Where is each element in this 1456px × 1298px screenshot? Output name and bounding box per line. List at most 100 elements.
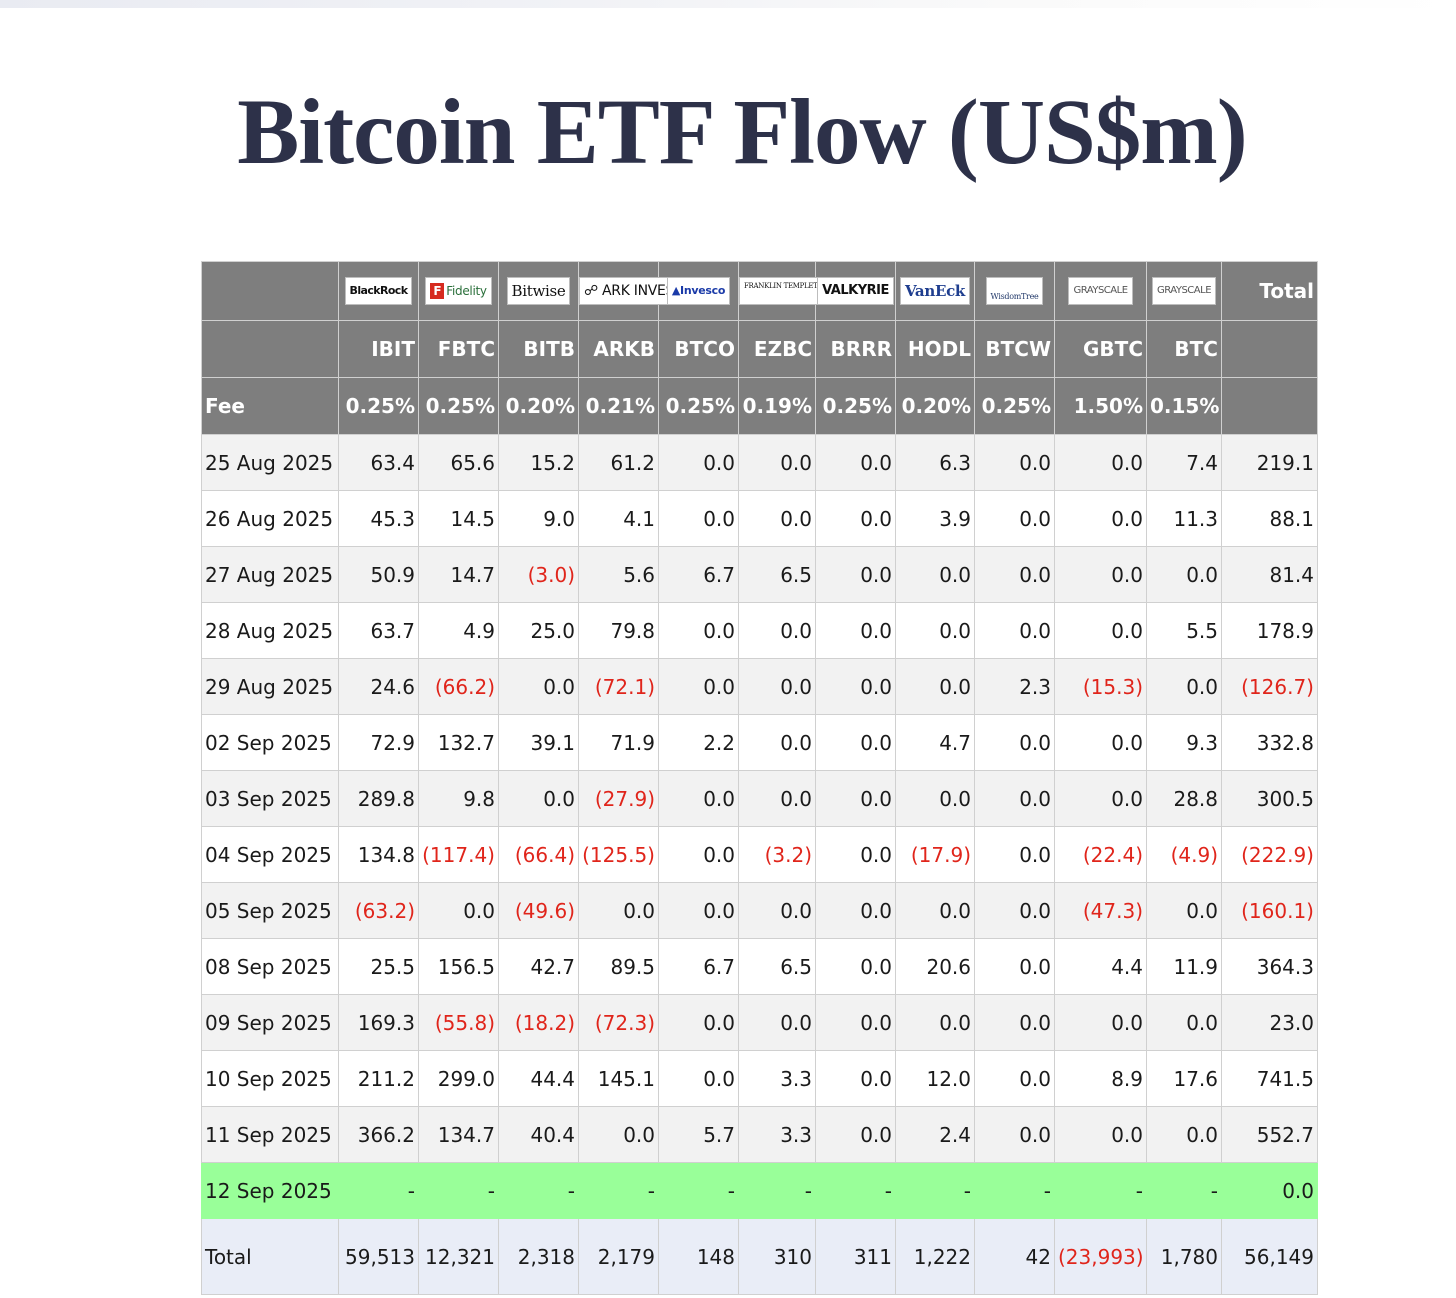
flow-cell: - — [1146, 1162, 1222, 1219]
fee-gbtc: 1.50% — [1054, 377, 1147, 435]
flow-cell: 0.0 — [895, 882, 975, 939]
table-row: 09 Sep 2025 169.3 (55.8) (18.2) (72.3) 0… — [201, 994, 1318, 1051]
flow-cell: 40.4 — [498, 1106, 579, 1163]
flow-cell: 0.0 — [974, 770, 1055, 827]
fee-ibit: 0.25% — [338, 377, 419, 435]
flow-cell: 0.0 — [1146, 882, 1222, 939]
flow-cell: 9.3 — [1146, 714, 1222, 771]
flow-cell: 0.0 — [658, 658, 739, 715]
table-row: 29 Aug 2025 24.6 (66.2) 0.0 (72.1) 0.0 0… — [201, 658, 1318, 715]
date-cell: 29 Aug 2025 — [201, 658, 339, 715]
date-cell: 02 Sep 2025 — [201, 714, 339, 771]
fee-hodl: 0.20% — [895, 377, 975, 435]
ticker-btc: BTC — [1146, 320, 1222, 378]
flow-cell: 1,222 — [895, 1218, 975, 1295]
flow-cell: 145.1 — [578, 1050, 659, 1107]
fee-ezbc: 0.19% — [738, 377, 816, 435]
flow-cell: 0.0 — [738, 714, 816, 771]
flow-cell: 3.3 — [738, 1106, 816, 1163]
flow-cell: 0.0 — [815, 490, 896, 547]
fidelity-logo: F Fidelity — [425, 277, 492, 305]
table-row: 28 Aug 2025 63.7 4.9 25.0 79.8 0.0 0.0 0… — [201, 602, 1318, 659]
fee-btco: 0.25% — [658, 377, 739, 435]
date-cell: 26 Aug 2025 — [201, 490, 339, 547]
flow-cell: 0.0 — [1054, 770, 1147, 827]
flow-cell: 211.2 — [338, 1050, 419, 1107]
flow-cell: 28.8 — [1146, 770, 1222, 827]
flow-cell: 0.0 — [974, 490, 1055, 547]
flow-cell: (23,993) — [1054, 1218, 1147, 1295]
row-total-cell: 88.1 — [1221, 490, 1318, 547]
flow-cell: (49.6) — [498, 882, 579, 939]
flow-cell: - — [974, 1162, 1055, 1219]
flow-cell: 0.0 — [738, 658, 816, 715]
flow-cell: 134.7 — [418, 1106, 499, 1163]
flow-cell: 50.9 — [338, 546, 419, 603]
flow-cell: 0.0 — [815, 714, 896, 771]
table-row: 26 Aug 2025 45.3 14.5 9.0 4.1 0.0 0.0 0.… — [201, 490, 1318, 547]
date-cell: 27 Aug 2025 — [201, 546, 339, 603]
header-corner — [201, 261, 339, 321]
grayscale-logo-btc: GRAYSCALE — [1151, 277, 1217, 305]
row-total-cell: 81.4 — [1221, 546, 1318, 603]
table-row: 05 Sep 2025 (63.2) 0.0 (49.6) 0.0 0.0 0.… — [201, 882, 1318, 939]
row-total-cell: 56,149 — [1221, 1218, 1318, 1295]
flow-cell: 0.0 — [895, 658, 975, 715]
flow-rows: 25 Aug 2025 63.4 65.6 15.2 61.2 0.0 0.0 … — [201, 434, 1318, 1295]
flow-cell: 0.0 — [738, 770, 816, 827]
flow-cell: 42.7 — [498, 938, 579, 995]
flow-cell: 59,513 — [338, 1218, 419, 1295]
flow-cell: (3.0) — [498, 546, 579, 603]
table-row: 27 Aug 2025 50.9 14.7 (3.0) 5.6 6.7 6.5 … — [201, 546, 1318, 603]
row-total-cell: 178.9 — [1221, 602, 1318, 659]
flow-cell: 45.3 — [338, 490, 419, 547]
flow-cell: 289.8 — [338, 770, 419, 827]
flow-cell: 0.0 — [974, 434, 1055, 491]
flow-cell: - — [418, 1162, 499, 1219]
flow-cell: - — [498, 1162, 579, 1219]
row-total-cell: 23.0 — [1221, 994, 1318, 1051]
flow-cell: 0.0 — [738, 490, 816, 547]
table-row: Total 59,513 12,321 2,318 2,179 148 310 … — [201, 1218, 1318, 1295]
flow-cell: 0.0 — [815, 602, 896, 659]
flow-cell: - — [1054, 1162, 1147, 1219]
fee-row: Fee 0.25% 0.25% 0.20% 0.21% 0.25% 0.19% … — [201, 377, 1318, 435]
table-row: 02 Sep 2025 72.9 132.7 39.1 71.9 2.2 0.0… — [201, 714, 1318, 771]
flow-cell: 2,179 — [578, 1218, 659, 1295]
flow-cell: 20.6 — [895, 938, 975, 995]
flow-cell: (63.2) — [338, 882, 419, 939]
flow-cell: 0.0 — [738, 602, 816, 659]
flow-cell: 0.0 — [815, 938, 896, 995]
flow-cell: 1,780 — [1146, 1218, 1222, 1295]
flow-cell: 0.0 — [815, 882, 896, 939]
table-row: 03 Sep 2025 289.8 9.8 0.0 (27.9) 0.0 0.0… — [201, 770, 1318, 827]
flow-cell: 0.0 — [658, 490, 739, 547]
flow-cell: 148 — [658, 1218, 739, 1295]
flow-cell: (4.9) — [1146, 826, 1222, 883]
flow-cell: 0.0 — [1054, 994, 1147, 1051]
date-cell: 05 Sep 2025 — [201, 882, 339, 939]
flow-cell: 42 — [974, 1218, 1055, 1295]
flow-cell: 72.9 — [338, 714, 419, 771]
flow-cell: 0.0 — [974, 826, 1055, 883]
flow-cell: 311 — [815, 1218, 896, 1295]
flow-cell: 11.9 — [1146, 938, 1222, 995]
flow-cell: 9.8 — [418, 770, 499, 827]
flow-cell: 8.9 — [1054, 1050, 1147, 1107]
flow-cell: (22.4) — [1054, 826, 1147, 883]
date-cell: 09 Sep 2025 — [201, 994, 339, 1051]
fee-btcw: 0.25% — [974, 377, 1055, 435]
row-total-cell: 552.7 — [1221, 1106, 1318, 1163]
flow-cell: 299.0 — [418, 1050, 499, 1107]
flow-cell: (66.2) — [418, 658, 499, 715]
flow-cell: (55.8) — [418, 994, 499, 1051]
flow-cell: 0.0 — [738, 994, 816, 1051]
top-strip — [0, 0, 1456, 8]
flow-cell: (125.5) — [578, 826, 659, 883]
flow-cell: (117.4) — [418, 826, 499, 883]
ticker-gbtc: GBTC — [1054, 320, 1147, 378]
flow-cell: 0.0 — [658, 882, 739, 939]
flow-cell: - — [815, 1162, 896, 1219]
ticker-fbtc: FBTC — [418, 320, 499, 378]
flow-cell: (18.2) — [498, 994, 579, 1051]
